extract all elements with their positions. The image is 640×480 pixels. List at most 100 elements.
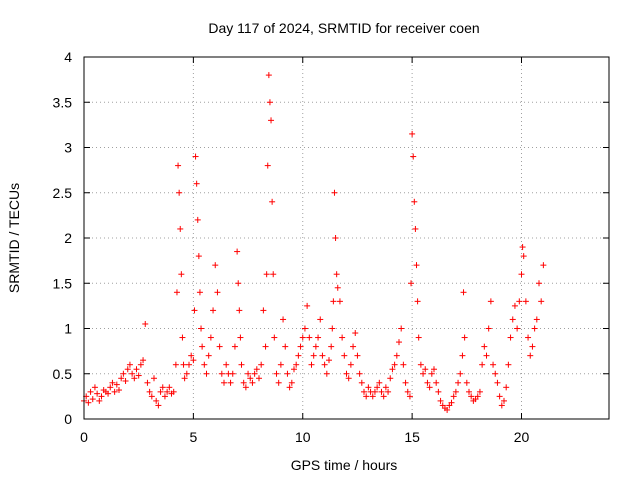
data-point xyxy=(172,361,179,368)
data-point xyxy=(326,357,332,364)
data-point xyxy=(410,153,417,160)
data-point xyxy=(533,316,540,323)
data-point xyxy=(492,370,499,377)
data-point xyxy=(195,253,202,260)
data-point xyxy=(354,352,361,359)
data-point xyxy=(231,343,238,350)
data-point xyxy=(210,307,217,314)
data-point xyxy=(514,325,521,332)
y-tick-label: 2.5 xyxy=(53,185,73,201)
y-tick-label: 4 xyxy=(64,49,72,65)
data-point xyxy=(385,388,392,395)
data-point xyxy=(415,334,422,341)
data-point xyxy=(221,379,227,386)
data-point xyxy=(179,334,186,341)
data-point xyxy=(371,388,378,395)
data-point xyxy=(365,384,372,391)
data-point xyxy=(227,379,234,386)
data-point xyxy=(286,384,293,391)
data-point xyxy=(507,334,514,341)
data-point xyxy=(144,379,151,386)
data-point xyxy=(135,372,142,379)
data-point xyxy=(238,361,245,368)
data-point xyxy=(190,357,197,364)
data-point xyxy=(509,316,516,323)
data-point xyxy=(299,334,306,341)
data-point xyxy=(466,388,472,395)
data-point xyxy=(240,379,247,386)
data-point xyxy=(487,298,494,305)
data-point xyxy=(245,370,252,377)
data-point xyxy=(393,352,400,359)
data-point xyxy=(256,375,262,382)
data-point xyxy=(235,280,242,287)
data-point xyxy=(142,320,149,327)
data-point xyxy=(173,289,180,296)
data-point xyxy=(269,198,276,205)
data-point xyxy=(433,379,440,386)
data-point xyxy=(153,397,160,404)
data-point xyxy=(431,366,437,373)
data-point xyxy=(319,352,326,359)
data-point xyxy=(96,397,103,404)
data-point xyxy=(426,384,433,391)
data-point xyxy=(468,393,475,400)
data-point xyxy=(268,117,275,124)
data-point xyxy=(198,325,205,332)
y-tick-label: 2 xyxy=(64,230,72,246)
data-point xyxy=(288,379,295,386)
chart-title: Day 117 of 2024, SRMTID for receiver coe… xyxy=(208,20,479,36)
data-point xyxy=(406,393,413,400)
data-point xyxy=(417,361,424,368)
data-point xyxy=(389,366,396,373)
data-point xyxy=(265,72,272,79)
x-tick-label: 5 xyxy=(189,429,197,445)
data-point xyxy=(412,225,419,232)
data-point xyxy=(414,298,421,305)
data-point xyxy=(444,406,451,413)
data-point xyxy=(159,384,166,391)
data-point xyxy=(120,370,127,377)
data-point xyxy=(332,235,339,241)
data-point xyxy=(420,370,427,377)
data-point xyxy=(176,189,183,196)
data-point xyxy=(391,361,398,368)
data-point xyxy=(531,325,538,332)
data-point xyxy=(266,99,273,106)
data-point xyxy=(518,271,525,278)
data-point xyxy=(519,244,526,251)
data-point xyxy=(540,262,547,269)
data-point xyxy=(501,397,507,404)
data-point xyxy=(94,390,101,397)
data-point xyxy=(229,370,236,377)
data-point xyxy=(498,402,505,409)
data-point xyxy=(249,379,256,386)
data-point xyxy=(89,396,96,403)
data-point xyxy=(317,316,324,323)
data-point xyxy=(234,248,241,255)
y-tick-label: 3.5 xyxy=(53,94,73,110)
data-point xyxy=(525,334,532,341)
data-point xyxy=(476,388,483,395)
data-point xyxy=(193,180,200,187)
data-point xyxy=(459,352,466,359)
data-point xyxy=(126,361,133,368)
data-point xyxy=(166,384,173,391)
data-point xyxy=(107,384,114,391)
data-point xyxy=(205,352,212,359)
data-point xyxy=(277,361,284,368)
grid-lines xyxy=(84,57,609,419)
data-point xyxy=(352,330,359,337)
data-point xyxy=(270,271,277,278)
data-point xyxy=(505,361,512,368)
data-point xyxy=(177,225,184,232)
data-point xyxy=(148,393,155,400)
data-point xyxy=(199,343,206,350)
data-point xyxy=(271,334,278,341)
data-point xyxy=(387,375,394,382)
data-point xyxy=(207,334,214,341)
data-point xyxy=(242,384,249,391)
data-point xyxy=(329,325,336,332)
data-point xyxy=(131,375,138,382)
data-point xyxy=(494,379,501,386)
